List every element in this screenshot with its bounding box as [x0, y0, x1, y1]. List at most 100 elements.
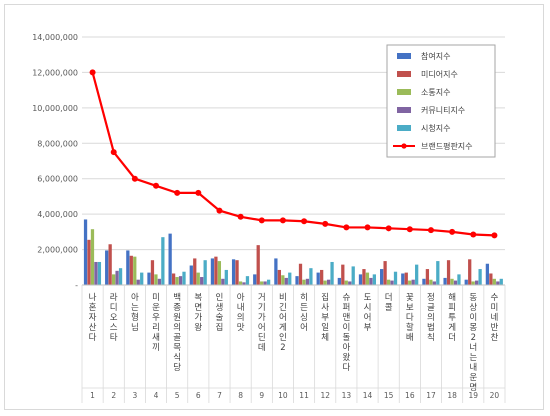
- bar: [323, 280, 327, 285]
- bar: [115, 270, 119, 285]
- y-tick-label: 10,000,000: [32, 104, 78, 113]
- legend-label: 커뮤니티지수: [421, 105, 465, 115]
- bar: [97, 261, 102, 285]
- bar: [87, 239, 91, 285]
- bar: [386, 279, 391, 285]
- bar: [90, 229, 95, 285]
- line-point: [427, 227, 434, 234]
- bar: [337, 277, 341, 285]
- line-point: [195, 189, 202, 196]
- legend-label: 미디어지수: [421, 69, 458, 79]
- index-label: 17: [426, 391, 436, 400]
- legend-label: 참여지수: [421, 51, 450, 61]
- legend-box: [386, 44, 496, 158]
- index-label: 11: [299, 391, 309, 400]
- line-point: [237, 213, 244, 220]
- bar: [108, 244, 112, 285]
- line-point: [364, 224, 371, 231]
- bar: [253, 274, 257, 285]
- bar: [316, 272, 320, 285]
- bar: [429, 279, 433, 285]
- bar: [404, 272, 408, 285]
- line-point: [216, 207, 223, 214]
- index-label: 3: [132, 391, 137, 400]
- index-label: 18: [447, 391, 457, 400]
- bar: [369, 277, 373, 285]
- bar: [320, 269, 324, 285]
- bar: [453, 280, 458, 285]
- bar: [393, 271, 398, 285]
- bar: [411, 279, 415, 285]
- index-label: 12: [320, 391, 330, 400]
- bar: [277, 269, 281, 285]
- bar: [140, 272, 144, 285]
- line-point: [449, 228, 456, 235]
- bar: [193, 258, 197, 285]
- legend-label: 소통지수: [421, 88, 450, 97]
- chart-frame: - 2,000,000 4,000,000 6,000,000 8,000,000 10,…: [4, 4, 544, 410]
- y-tick-label: 6,000,000: [37, 175, 78, 184]
- bar: [365, 272, 370, 285]
- line-point: [491, 232, 498, 239]
- bar: [358, 274, 363, 285]
- bar: [471, 281, 475, 285]
- bar: [326, 279, 331, 285]
- bar: [380, 269, 384, 285]
- brand-reputation-chart: - 2,000,000 4,000,000 6,000,000 8,000,000 10,…: [32, 33, 506, 403]
- bar: [383, 261, 387, 285]
- y-tick-label: 4,000,000: [37, 210, 78, 219]
- bar: [263, 281, 267, 285]
- index-label: 16: [405, 391, 415, 400]
- line-point: [110, 149, 117, 156]
- bar: [157, 278, 162, 285]
- index-label: 10: [278, 391, 288, 400]
- bar: [214, 256, 218, 285]
- bar: [105, 250, 109, 285]
- bar: [150, 260, 155, 285]
- bar: [305, 278, 310, 285]
- bar: [443, 277, 447, 285]
- bar: [450, 278, 454, 285]
- line-point: [385, 225, 392, 232]
- bar: [129, 255, 133, 285]
- bar: [499, 278, 503, 285]
- index-label: 5: [175, 391, 180, 400]
- bar: [415, 264, 419, 285]
- line-point: [153, 182, 160, 189]
- y-tick-label: 8,000,000: [37, 139, 78, 148]
- bar: [111, 274, 116, 285]
- bar: [242, 282, 246, 285]
- index-label: 7: [217, 391, 222, 400]
- bar: [284, 277, 288, 285]
- bar: [330, 261, 334, 285]
- bar: [408, 280, 412, 285]
- bar: [224, 269, 228, 285]
- bar: [171, 273, 176, 285]
- y-tick-label: 2,000,000: [37, 246, 78, 255]
- bar: [126, 250, 130, 285]
- bar: [468, 259, 472, 285]
- line-point: [131, 175, 138, 182]
- bar: [245, 276, 250, 285]
- bar: [341, 264, 345, 285]
- bar: [309, 268, 313, 285]
- index-label: 4: [154, 391, 159, 400]
- y-tick-label: -: [75, 281, 78, 290]
- bar: [203, 260, 207, 285]
- bar: [189, 265, 193, 285]
- bar: [485, 263, 490, 285]
- bar: [288, 272, 292, 285]
- line-point: [301, 218, 308, 225]
